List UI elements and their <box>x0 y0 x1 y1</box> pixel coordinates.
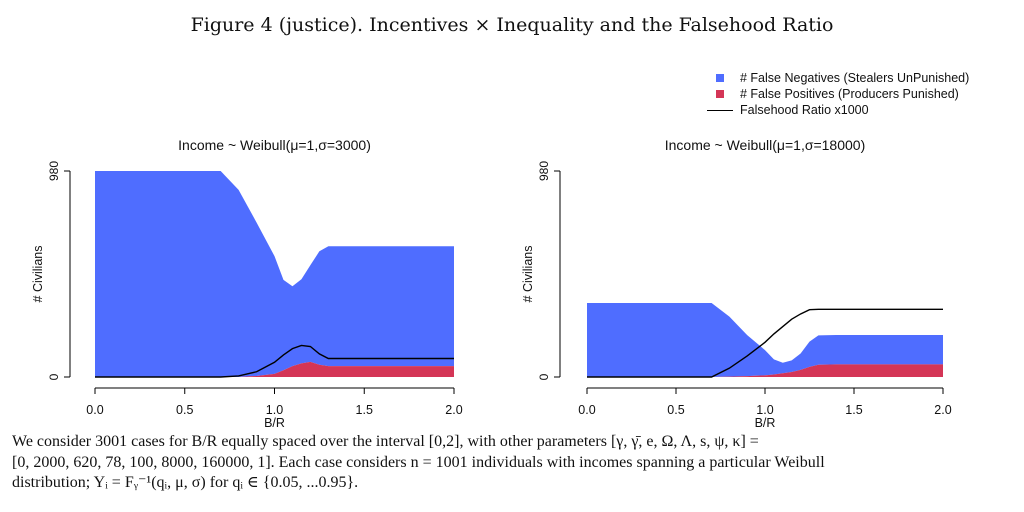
panel-2-x-axis-label: B/R <box>755 416 776 430</box>
legend-label-false-negatives: # False Negatives (Stealers UnPunished) <box>740 71 970 85</box>
panel-1-title: Income ~ Weibull(μ=1,σ=3000) <box>178 137 371 153</box>
panel-1-false-positives-area <box>95 361 454 377</box>
legend-swatch-false-negatives <box>716 74 724 82</box>
panel-1-x-tick-label: 0.0 <box>86 403 103 417</box>
panel-1-y-tick-label: 0 <box>47 373 61 380</box>
legend-swatch-false-positives <box>716 90 724 98</box>
panel-2-x-tick-label: 2.0 <box>934 403 951 417</box>
panel-1-x-tick-label: 0.5 <box>176 403 193 417</box>
legend-label-falsehood-ratio: Falsehood Ratio x1000 <box>740 103 869 117</box>
legend-item-false-positives: # False Positives (Producers Punished) <box>700 86 1020 102</box>
legend-label-false-positives: # False Positives (Producers Punished) <box>740 87 959 101</box>
legend-swatch-falsehood-ratio <box>707 109 733 111</box>
panel-2-x-tick-label: 0.5 <box>667 403 684 417</box>
panel-1-false-negatives-area <box>95 171 454 377</box>
panel-2-y-tick-label: 980 <box>537 161 551 181</box>
panel-2-x-tick-label: 0.0 <box>578 403 595 417</box>
panel-1-x-axis-label: B/R <box>264 416 285 430</box>
panel-1-x-tick-label: 2.0 <box>445 403 462 417</box>
figure-title: Figure 4 (justice). Incentives × Inequal… <box>190 14 834 36</box>
panel-1-x-tick-label: 1.5 <box>356 403 373 417</box>
panel-2-falsehood-ratio-line <box>587 308 943 378</box>
caption-line-1: We consider 3001 cases for B/R equally s… <box>12 433 759 450</box>
legend-item-false-negatives: # False Negatives (Stealers UnPunished) <box>700 70 1020 86</box>
panel-2-false-positives-area <box>587 364 943 377</box>
caption-line-2: [0, 2000, 620, 78, 100, 8000, 160000, 1]… <box>12 453 825 471</box>
panel-1-y-axis-label: # Civilians <box>31 246 45 303</box>
panel-2-false-negatives-area <box>587 303 943 377</box>
panel-2-x-tick-label: 1.0 <box>756 403 773 417</box>
caption-line-3: distribution; Yᵢ = Fᵧ⁻¹(qᵢ, μ, σ) for qᵢ… <box>12 474 359 491</box>
panel-2-y-tick-label: 0 <box>537 373 551 380</box>
panel-2-x-tick-label: 1.5 <box>845 403 862 417</box>
panel-1-falsehood-ratio-line <box>95 344 454 378</box>
panel-1-y-tick-label: 980 <box>47 161 61 181</box>
panel-2-title: Income ~ Weibull(μ=1,σ=18000) <box>665 137 866 153</box>
legend: # False Negatives (Stealers UnPunished) … <box>700 70 1020 118</box>
panel-1-x-tick-label: 1.0 <box>266 403 283 417</box>
figure-caption: We consider 3001 cases for B/R equally s… <box>12 432 1014 494</box>
panel-2-y-axis-label: # Civilians <box>521 246 535 303</box>
legend-item-falsehood-ratio: Falsehood Ratio x1000 <box>700 102 1020 118</box>
